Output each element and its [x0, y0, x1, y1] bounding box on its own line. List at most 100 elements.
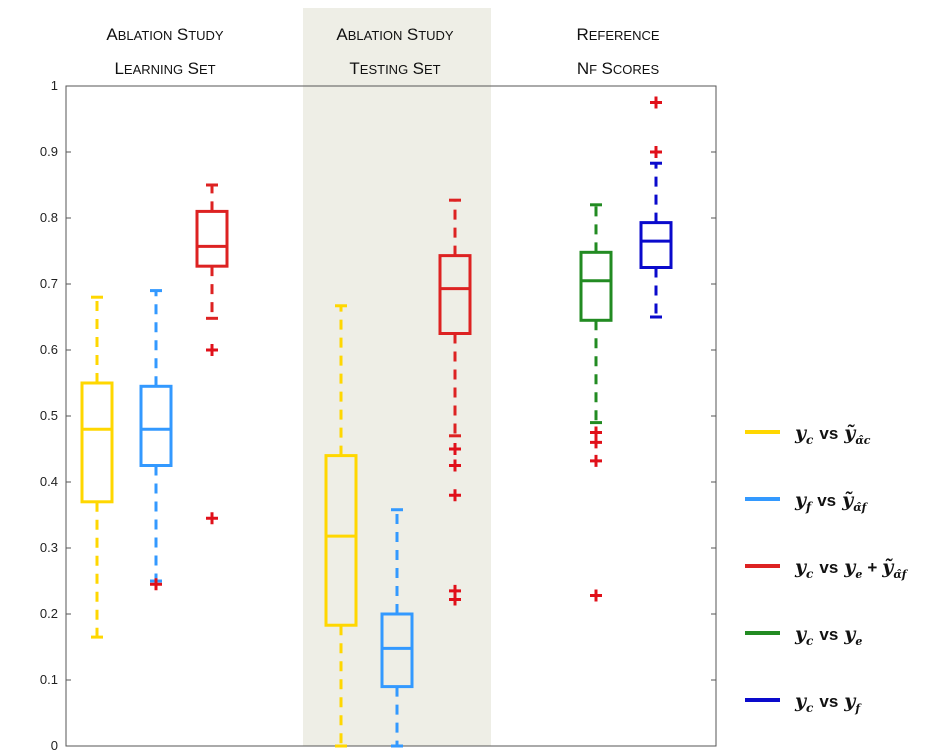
y-tick-label: 0.7 — [40, 276, 58, 291]
legend-item: yc vs ye — [745, 623, 862, 648]
box-iqr — [639, 221, 673, 269]
box-yf_vs_yhat_af — [380, 508, 414, 748]
group-header-line1: REFERENCE — [576, 25, 659, 44]
legend-sub: c — [806, 634, 814, 648]
header-smallcaps: TUDY — [418, 28, 454, 43]
header-smallcaps: EFERENCE — [589, 28, 660, 43]
legend-sub: α̂f — [853, 501, 868, 514]
header-capital: S — [407, 25, 418, 44]
y-tick-label: 0.3 — [40, 540, 58, 555]
y-tick-label: 0.8 — [40, 210, 58, 225]
box-iqr — [80, 381, 114, 504]
box-iqr — [438, 254, 472, 335]
legend-vs: vs — [819, 625, 838, 644]
header-smallcaps: EARNING — [124, 62, 183, 77]
outlier-marker — [590, 436, 602, 449]
legend-item: yc vs ỹα̂c — [745, 422, 871, 447]
legend-label: yc vs ye + ỹα̂f — [794, 556, 909, 581]
box-iqr — [139, 384, 173, 467]
legend-var: y — [794, 690, 808, 712]
header-capital: R — [576, 25, 588, 44]
y-tick-label: 0.2 — [40, 606, 58, 621]
box-iqr — [195, 209, 229, 268]
box-yf_vs_yhat_af — [139, 289, 173, 591]
header-capital: S — [602, 59, 613, 78]
header-capital: A — [106, 25, 118, 44]
legend-sub: f — [854, 702, 862, 715]
group-header-line1: ABLATION STUDY — [106, 25, 224, 44]
legend-plus: + — [867, 558, 877, 577]
legend-sub: e — [855, 568, 862, 581]
legend-item: yc vs ye + ỹα̂f — [745, 556, 909, 581]
header-smallcaps: ET — [424, 62, 441, 77]
legend-var: ỹ — [881, 556, 895, 578]
legend-var: ỹ — [841, 489, 855, 511]
legend-vs: vs — [819, 692, 838, 711]
header-capital: S — [413, 59, 424, 78]
y-tick-label: 0.1 — [40, 672, 58, 687]
outlier-marker — [650, 146, 662, 158]
header-smallcaps: CORES — [613, 62, 660, 77]
legend-var: y — [794, 556, 808, 578]
header-capital: L — [114, 59, 123, 78]
header-capital: T — [349, 59, 359, 78]
outlier-marker — [206, 344, 218, 356]
outlier-marker — [449, 489, 461, 502]
y-tick-label: 0.9 — [40, 144, 58, 159]
header-smallcaps: ET — [199, 62, 216, 77]
outlier-marker — [590, 589, 602, 602]
box-iqr — [324, 454, 358, 627]
y-tick-label: 0.4 — [40, 474, 58, 489]
legend-var: y — [794, 489, 808, 511]
boxes-layer — [80, 96, 673, 748]
legend-label: yc vs yf — [794, 690, 862, 715]
header-capital: N — [577, 59, 589, 78]
legend-vs: vs — [819, 424, 838, 443]
legend-label: yf vs ỹα̂f — [794, 489, 869, 514]
box-yc_vs_yhat_ac — [324, 304, 358, 748]
legend-sub: c — [806, 433, 814, 447]
header-capital: A — [336, 25, 348, 44]
box-yc_vs_ye_plus_yhat_af — [195, 183, 229, 525]
header-capital: S — [188, 59, 199, 78]
group-highlight-band — [303, 8, 491, 746]
header-capital: S — [177, 25, 188, 44]
legend-item: yc vs yf — [745, 690, 862, 715]
legend-sub: c — [806, 567, 814, 581]
outlier-marker — [206, 512, 218, 525]
legend-var: y — [794, 422, 808, 444]
outlier-marker — [449, 443, 461, 455]
legend-item: yf vs ỹα̂f — [745, 489, 869, 514]
outlier-marker — [150, 578, 162, 591]
legend-var: ỹ — [843, 422, 857, 444]
legend-vs: vs — [817, 491, 836, 510]
legend-vs: vs — [819, 558, 838, 577]
legend-label: yc vs ye — [794, 623, 862, 648]
box-yc_vs_yf — [639, 96, 673, 319]
outlier-marker — [650, 96, 662, 109]
legend-label: yc vs ỹα̂c — [794, 422, 871, 447]
legend-var: y — [843, 556, 857, 578]
box-yc_vs_yhat_ac — [80, 295, 114, 639]
header-smallcaps: BLATION — [348, 28, 403, 43]
group-header-line2: TESTING SET — [349, 59, 440, 78]
y-tick-label: 1 — [51, 78, 58, 93]
outlier-marker — [449, 459, 461, 472]
outlier-marker — [590, 454, 602, 467]
header-smallcaps: F — [589, 62, 597, 77]
legend-sub: α̂f — [893, 568, 908, 581]
box-yc_vs_ye_plus_yhat_af — [438, 198, 472, 606]
y-tick-label: 0.6 — [40, 342, 58, 357]
header-smallcaps: TUDY — [188, 28, 224, 43]
legend-sub: f — [805, 500, 813, 514]
y-tick-label: 0 — [51, 738, 58, 752]
y-tick-label: 0.5 — [40, 408, 58, 423]
legend-var: y — [843, 623, 857, 645]
legend-sub: c — [806, 701, 814, 715]
header-smallcaps: ESTING — [360, 62, 408, 77]
group-header-line2: NF SCORES — [577, 59, 660, 78]
legend-sub: e — [855, 635, 862, 648]
